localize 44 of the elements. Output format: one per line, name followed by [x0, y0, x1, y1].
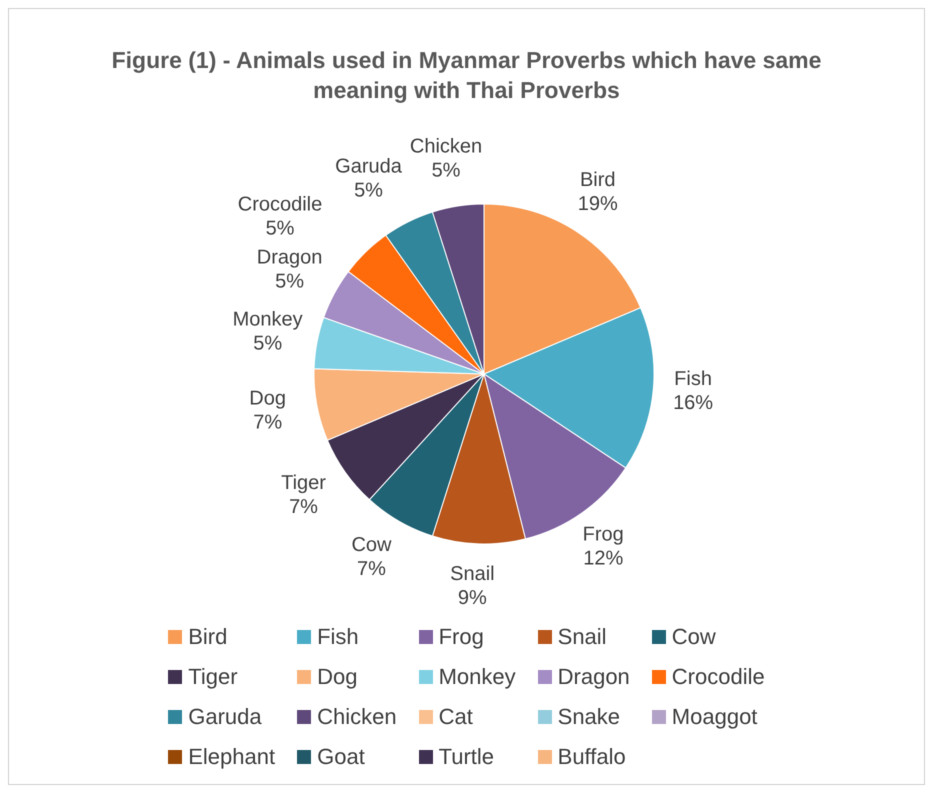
- data-label: 16%: [673, 392, 714, 414]
- data-label: 7%: [357, 558, 386, 580]
- data-label: 5%: [275, 270, 304, 292]
- legend-label: Dog: [317, 664, 358, 690]
- legend-label: Tiger: [188, 664, 238, 690]
- data-label: 5%: [253, 332, 282, 354]
- slice-label: Chicken: [410, 136, 482, 158]
- legend-label: Bird: [188, 624, 228, 650]
- legend-label: Frog: [438, 624, 484, 650]
- legend-label: Cat: [438, 704, 473, 730]
- data-label: 12%: [583, 547, 624, 570]
- data-label: 19%: [578, 192, 618, 215]
- data-label: 7%: [253, 412, 282, 434]
- slice-label: Dragon: [256, 246, 322, 268]
- legend-label: Elephant: [188, 744, 276, 770]
- legend-label: Garuda: [188, 704, 262, 730]
- slice-label: Dog: [249, 388, 286, 410]
- data-label: 5%: [266, 218, 295, 240]
- legend-label: Goat: [317, 744, 365, 770]
- data-label: 9%: [458, 586, 488, 609]
- legend-label: Snake: [558, 704, 620, 730]
- data-label: 7%: [289, 496, 318, 518]
- slice-label: Bird: [580, 168, 616, 191]
- slice-label: Cow: [351, 534, 392, 556]
- slice-label: Garuda: [335, 156, 403, 178]
- slice-label: Monkey: [232, 308, 303, 330]
- data-label: 5%: [432, 160, 461, 182]
- legend-label: Monkey: [438, 664, 516, 690]
- legend-label: Crocodile: [672, 664, 765, 690]
- chart-title: Figure (1) - Animals used in Myanmar Proverbs which have same meaning with Thai Proverbs: [110, 46, 822, 105]
- legend-label: Turtle: [438, 744, 494, 770]
- legend-label: Cow: [672, 624, 716, 650]
- slice-label: Fish: [674, 368, 712, 390]
- legend-label: Snail: [558, 624, 607, 650]
- legend-label: Chicken: [317, 704, 397, 730]
- legend-label: Dragon: [558, 664, 630, 690]
- slice-label: Crocodile: [238, 194, 322, 216]
- data-label: 5%: [354, 180, 384, 202]
- slice-label: Frog: [582, 523, 624, 546]
- legend-label: Buffalo: [558, 744, 626, 770]
- slice-label: Snail: [450, 562, 495, 585]
- legend-label: Fish: [317, 624, 359, 650]
- slice-label: Tiger: [281, 472, 326, 494]
- legend-label: Moaggot: [672, 704, 758, 730]
